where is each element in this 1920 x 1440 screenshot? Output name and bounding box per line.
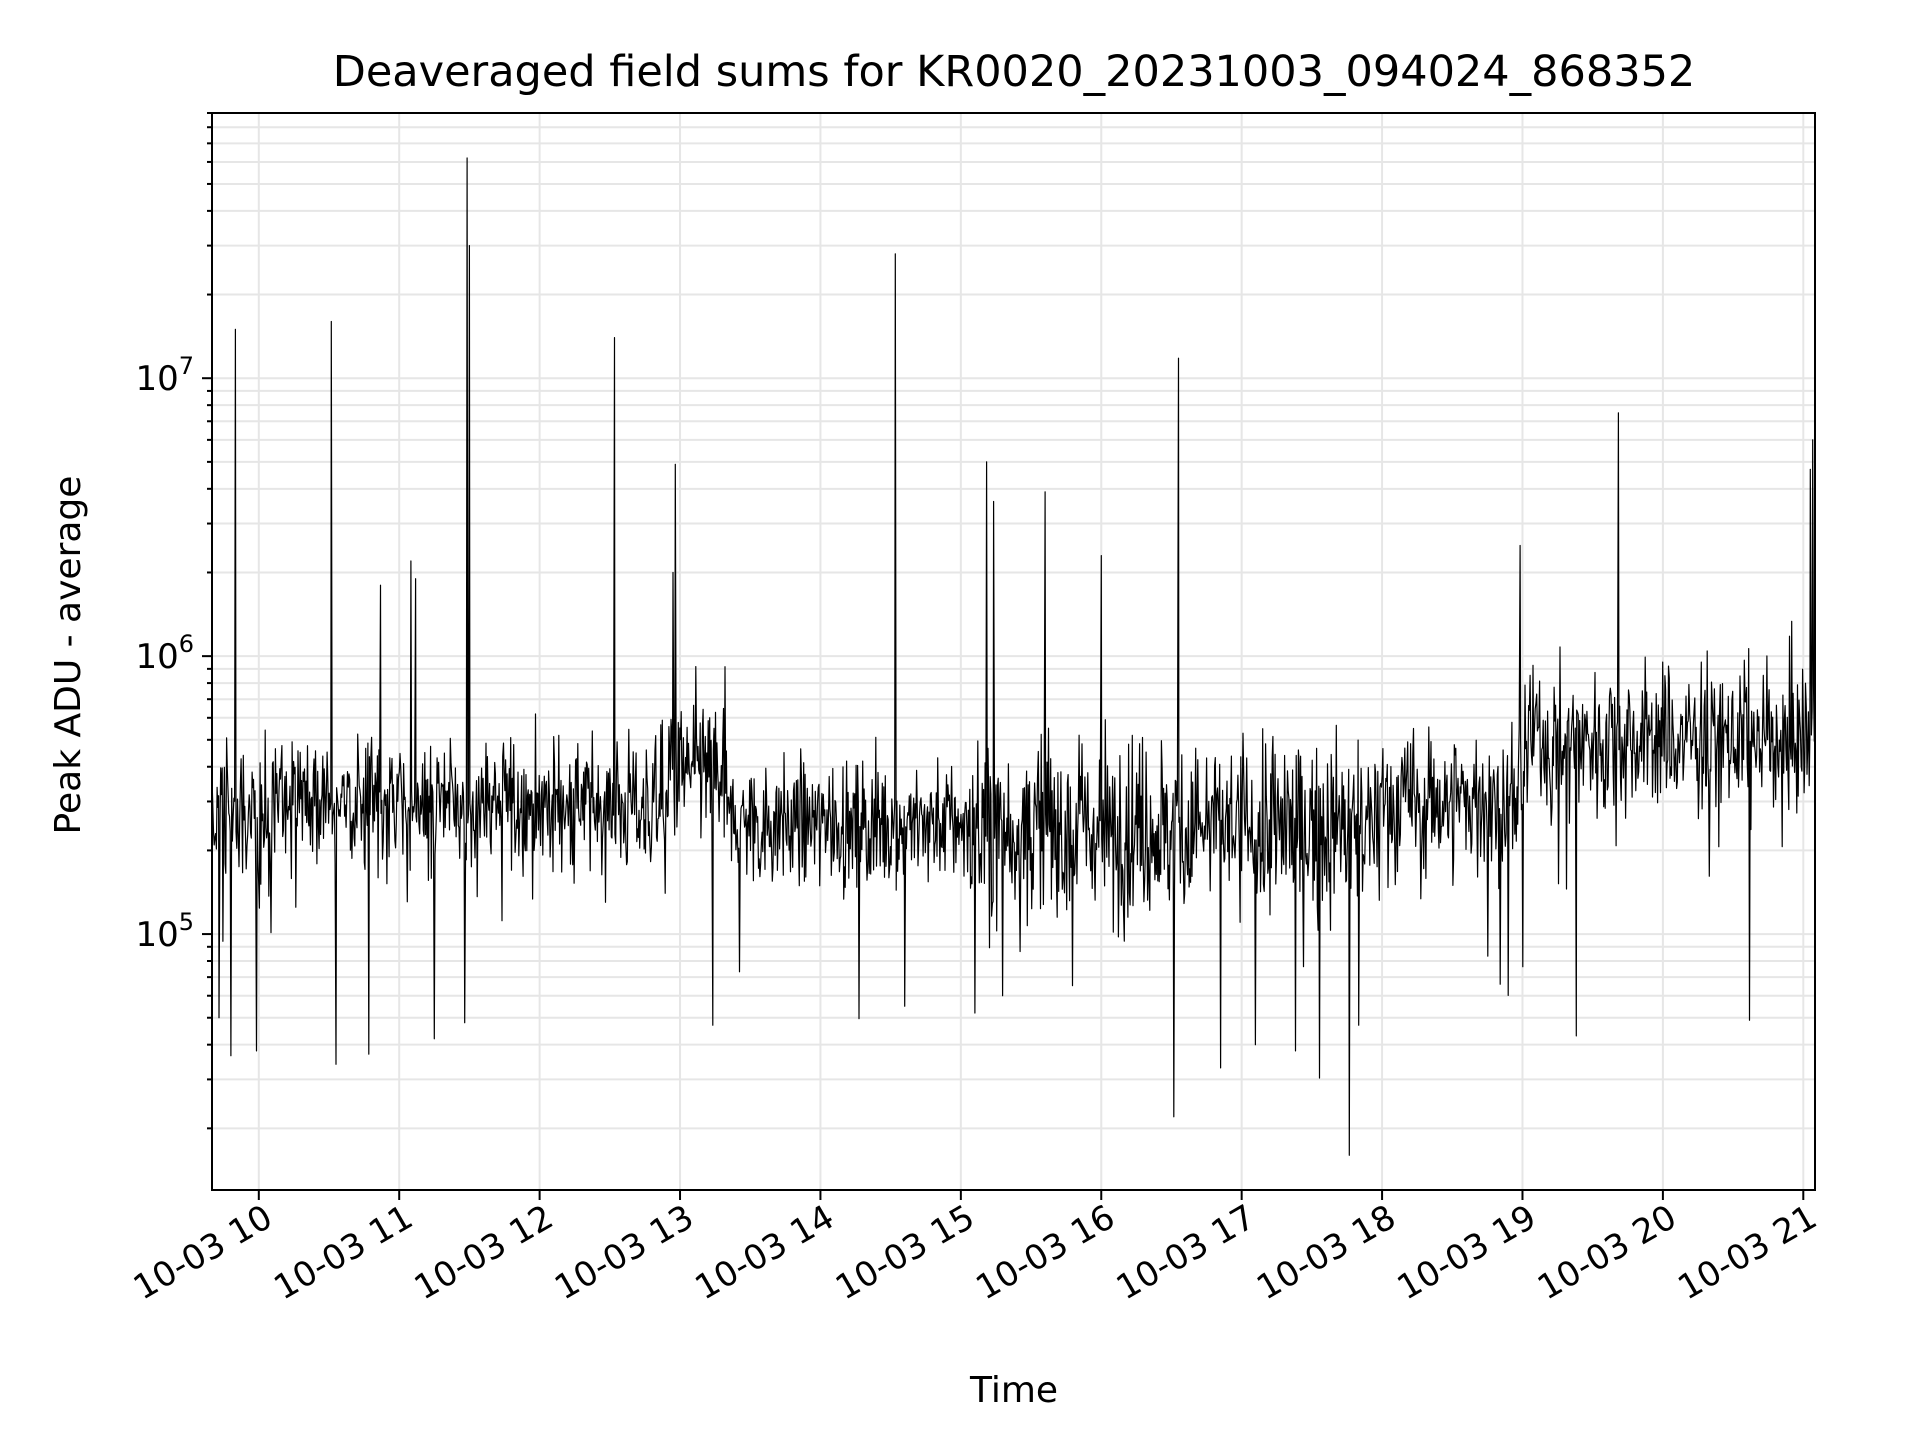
x-tick-label: 10-03 17 — [1110, 1197, 1262, 1308]
x-tick-label: 10-03 10 — [127, 1197, 279, 1308]
chart-title: Deaveraged field sums for KR0020_2023100… — [333, 47, 1696, 97]
series-line — [211, 157, 1816, 1156]
x-tick-label: 10-03 18 — [1250, 1197, 1402, 1308]
x-tick-label: 10-03 16 — [969, 1197, 1121, 1308]
x-tick-label: 10-03 11 — [267, 1197, 419, 1308]
plot-frame — [211, 112, 1816, 1191]
y-tick-label: 107 — [135, 352, 194, 399]
series-path — [211, 157, 1816, 1156]
x-tick-label: 10-03 21 — [1671, 1197, 1823, 1308]
y-tick-exponent: 6 — [179, 630, 194, 658]
y-tick-base: 10 — [135, 915, 178, 955]
y-tick-base: 10 — [135, 637, 178, 677]
y-tick-exponent: 7 — [179, 352, 194, 380]
x-tick-label: 10-03 19 — [1391, 1197, 1543, 1308]
x-tick-label: 10-03 15 — [829, 1197, 981, 1308]
x-tick-label: 10-03 13 — [548, 1197, 700, 1308]
y-tick-label: 106 — [135, 630, 194, 677]
x-axis-label: Time — [969, 1370, 1058, 1411]
x-tick-label: 10-03 14 — [689, 1197, 841, 1308]
grid — [212, 112, 1815, 1190]
x-tick-label: 10-03 12 — [408, 1197, 560, 1308]
y-tick-exponent: 5 — [179, 908, 194, 936]
x-tick-label: 10-03 20 — [1531, 1197, 1683, 1308]
y-axis-label: Peak ADU - average — [48, 476, 89, 835]
y-tick-base: 10 — [135, 359, 178, 399]
y-tick-label: 105 — [135, 908, 194, 955]
